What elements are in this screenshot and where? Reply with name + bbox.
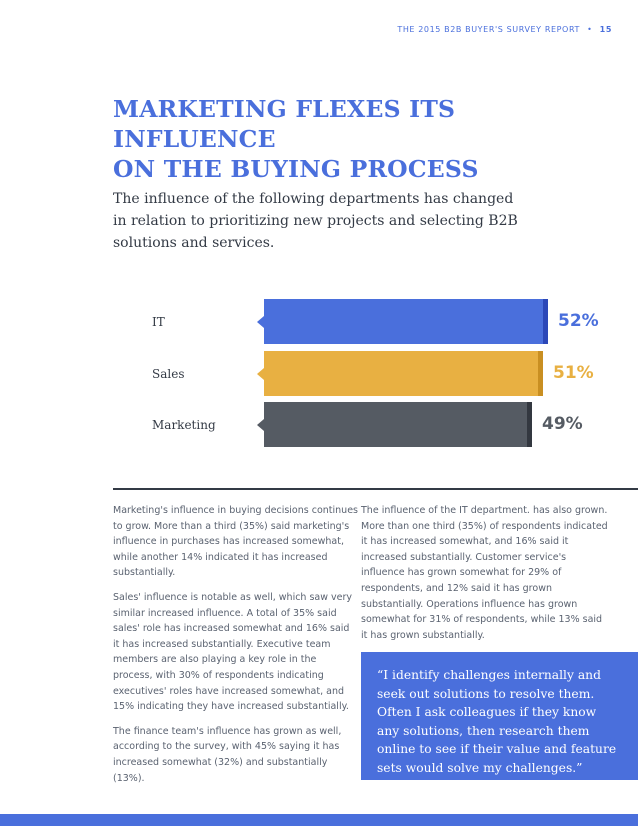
body-paragraph: The influence of the IT department. has … bbox=[361, 505, 608, 641]
bar-end-cap bbox=[538, 351, 543, 396]
page-title-line-1: MARKETING FLEXES ITS INFLUENCE bbox=[113, 95, 456, 153]
body-paragraph: Marketing's influence in buying decision… bbox=[113, 505, 358, 579]
bar bbox=[257, 351, 543, 396]
bar-end-cap bbox=[543, 299, 548, 344]
footer-bar bbox=[0, 814, 638, 826]
bar-row: Marketing 49% bbox=[0, 402, 638, 447]
bar-category-label: IT bbox=[152, 315, 165, 329]
bar bbox=[257, 402, 532, 447]
bar-value-label: 52% bbox=[558, 311, 599, 331]
bar-value-label: 51% bbox=[553, 363, 594, 383]
section-divider bbox=[113, 488, 638, 490]
bar-row: IT 52% bbox=[0, 299, 638, 344]
page-title-line-2: ON THE BUYING PROCESS bbox=[113, 155, 479, 183]
bar-row: Sales 51% bbox=[0, 351, 638, 396]
body-column-left: Marketing's influence in buying decision… bbox=[113, 503, 358, 795]
intro-text: The influence of the following departmen… bbox=[113, 191, 518, 251]
bar-chart: IT 52% Sales 51% Marketing 49% bbox=[0, 292, 638, 452]
body-paragraph: Sales' influence is notable as well, whi… bbox=[113, 591, 353, 713]
bar-end-cap bbox=[527, 402, 532, 447]
page-header: THE 2015 B2B BUYER'S SURVEY REPORT • 15 bbox=[397, 25, 612, 34]
pull-quote: “I identify challenges internally and se… bbox=[361, 652, 638, 780]
header-separator: • bbox=[587, 25, 593, 34]
bar-category-label: Marketing bbox=[152, 418, 216, 432]
bar bbox=[257, 299, 548, 344]
body-column-right: The influence of the IT department. has … bbox=[361, 503, 611, 652]
body-paragraph: The finance team's influence has grown a… bbox=[113, 725, 342, 784]
bar-value-label: 49% bbox=[542, 414, 583, 434]
page-number: 15 bbox=[599, 25, 612, 34]
page-title: MARKETING FLEXES ITS INFLUENCE ON THE BU… bbox=[113, 94, 593, 184]
bar-category-label: Sales bbox=[152, 367, 185, 381]
report-title: THE 2015 B2B BUYER'S SURVEY REPORT bbox=[397, 25, 581, 34]
